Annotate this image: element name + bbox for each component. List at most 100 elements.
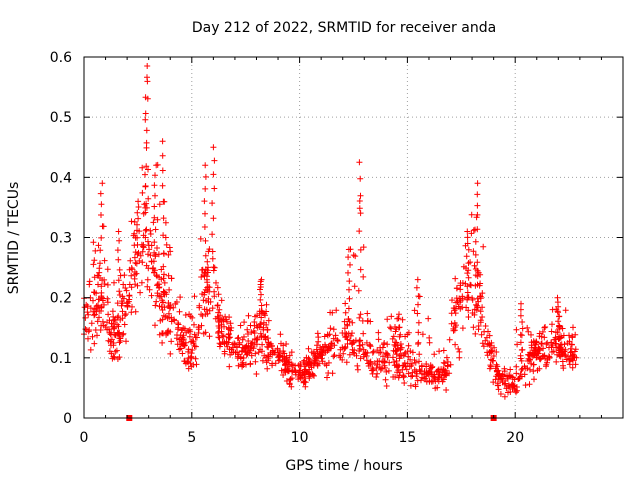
data-point [394,363,401,370]
data-point [415,329,422,336]
data-point [240,355,247,361]
data-point [109,308,116,315]
data-point [405,329,412,336]
x-tick-labels: 0 5 10 15 20 [80,430,525,446]
data-point [175,320,181,327]
data-point [553,340,560,347]
data-point [457,286,464,293]
data-point [485,328,491,335]
data-point [459,325,466,332]
data-point [142,234,149,241]
y-tick-label: 0.6 [50,50,72,66]
data-point [96,314,102,321]
data-point [455,345,462,352]
data-point [456,295,463,302]
data-point [140,210,147,217]
data-point [483,334,490,341]
data-point [296,367,303,374]
data-point [383,368,390,375]
data-point [241,319,248,326]
data-point [571,348,578,355]
data-point [280,342,287,349]
data-point [83,327,90,333]
x-tick-label: 5 [187,430,196,446]
data-point [354,362,361,369]
data-point [90,239,97,246]
data-point [211,293,218,300]
data-point [211,185,218,192]
data-point [416,366,423,373]
data-point [414,377,421,384]
data-point [528,342,535,349]
data-point [269,360,276,367]
data-point [104,299,111,306]
data-point [182,339,189,346]
data-point [214,302,221,309]
data-point [98,294,105,301]
data-point [95,296,102,303]
data-point [518,347,525,353]
data-point [229,341,236,348]
data-point [415,293,422,300]
data-point [490,353,497,359]
data-point [441,366,447,373]
data-point [434,376,441,383]
data-point [134,221,140,228]
data-point [549,342,556,349]
data-point [128,284,135,291]
data-point [209,255,216,262]
data-point [529,350,536,357]
data-point [108,329,115,336]
data-point [196,302,203,309]
data-point [559,325,566,332]
data-point [139,248,146,255]
y-tick-label: 0.5 [50,110,72,126]
data-point [161,250,167,257]
data-point [477,308,484,315]
data-point [257,281,264,288]
data-point [265,344,272,351]
data-point [360,273,367,280]
data-point [85,311,92,318]
data-point [562,307,569,314]
data-point [513,389,519,396]
data-point [514,341,521,348]
data-point [119,331,126,338]
data-point [415,301,421,308]
data-point [337,346,344,353]
data-point [235,334,242,341]
data-point [560,365,567,372]
data-point [426,339,433,346]
data-point [350,252,357,259]
data-point [101,257,108,264]
data-point [151,182,158,189]
data-point [200,297,207,304]
data-point [234,335,241,342]
data-point [345,330,352,337]
data-point [541,352,548,359]
data-point [331,342,338,349]
data-point [97,260,103,267]
data-point [140,241,147,248]
data-point [205,283,212,290]
data-point [120,281,127,288]
data-point [95,302,101,309]
data-point [405,353,412,360]
data-point [245,338,252,344]
data-point [475,298,482,305]
data-point [314,348,321,355]
data-point [135,198,142,205]
data-point [346,295,353,302]
data-point [475,269,482,276]
data-point [556,344,563,350]
data-point [341,345,348,352]
data-point [521,371,528,378]
data-point [311,358,318,365]
data-point [385,367,392,374]
data-point [544,339,551,346]
data-point [321,333,328,340]
data-point [121,312,128,319]
data-point [176,308,183,315]
data-point [301,378,308,385]
